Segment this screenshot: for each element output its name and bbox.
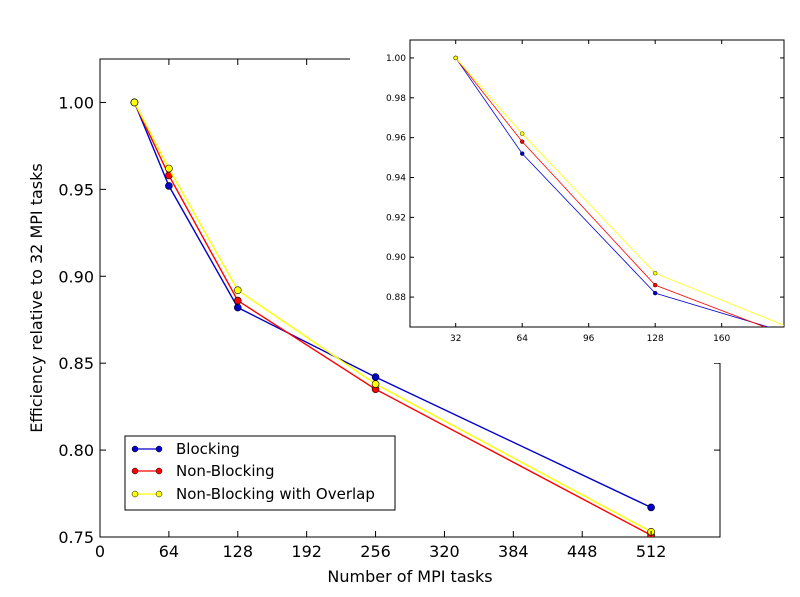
main-x-tick-label: 448 <box>567 542 598 561</box>
main-point-non-blocking-with-overlap <box>165 164 173 173</box>
main-y-tick-label: 0.95 <box>58 180 94 199</box>
legend-marker-non-blocking <box>155 467 163 475</box>
main-x-tick-label: 128 <box>223 542 254 561</box>
inset-y-tick-label: 1.00 <box>386 54 406 64</box>
main-point-blocking <box>371 373 380 381</box>
inset-line-non-blocking-with-overlap <box>455 57 784 326</box>
main-x-axis-label: Number of MPI tasks <box>327 567 492 586</box>
main-y-tick-label: 0.90 <box>58 267 94 286</box>
inset-y-ticks: 0.88 0.90 0.92 0.94 0.96 0.98 1.00 <box>386 54 784 303</box>
main-y-axis-label: Efficiency relative to 32 MPI tasks <box>27 163 46 432</box>
inset-y-tick-label: 0.92 <box>386 213 406 223</box>
inset-y-tick-label: 0.96 <box>386 134 406 144</box>
inset-line-non-blocking <box>455 57 766 327</box>
legend-entry-non-blocking: Non-Blocking <box>131 462 275 480</box>
legend: Blocking Non-Blocking Non-Blocking with … <box>124 435 396 511</box>
legend-label-non-blocking: Non-Blocking <box>176 462 275 480</box>
inset-chart: 32 64 96 128 160 0.88 0.90 0.92 0.94 0.96 0.98 1.0… <box>350 20 800 363</box>
main-point-blocking <box>165 182 173 190</box>
main-point-non-blocking-with-overlap <box>371 380 380 388</box>
main-point-blocking <box>647 503 655 512</box>
main-y-tick-label: 1.00 <box>58 93 94 112</box>
legend-marker-overlap <box>131 490 139 498</box>
inset-point-blocking <box>520 151 525 156</box>
inset-y-tick-label: 0.94 <box>386 174 406 184</box>
main-x-tick-label: 320 <box>429 542 460 561</box>
inset-series-group <box>453 55 784 327</box>
main-point-non-blocking <box>233 296 242 305</box>
legend-marker-overlap <box>155 490 163 498</box>
inset-y-tick-label: 0.98 <box>386 94 406 104</box>
main-x-tick-label: 0 <box>95 542 105 561</box>
inset-y-tick-label: 0.88 <box>386 293 406 303</box>
inset-x-tick-label: 32 <box>450 334 461 344</box>
main-x-tick-label: 512 <box>636 542 667 561</box>
inset-point-non-blocking <box>520 139 525 144</box>
inset-x-ticks: 32 64 96 128 160 <box>450 40 731 344</box>
main-series-group <box>130 98 655 537</box>
main-point-blocking <box>233 303 242 312</box>
inset-x-tick-label: 160 <box>713 334 730 344</box>
main-x-tick-label: 64 <box>159 542 179 561</box>
main-x-tick-label: 384 <box>498 542 529 561</box>
inset-y-tick-label: 0.90 <box>386 253 406 263</box>
main-y-tick-label: 0.85 <box>58 354 94 373</box>
main-y-tick-label: 0.80 <box>58 441 94 460</box>
main-point-non-blocking-with-overlap <box>130 98 139 107</box>
inset-line-blocking <box>455 57 770 327</box>
legend-marker-blocking <box>155 445 163 453</box>
inset-x-tick-label: 96 <box>583 334 595 344</box>
legend-box <box>124 435 396 511</box>
legend-entry-blocking: Blocking <box>131 440 240 458</box>
inset-point-non-blocking-with-overlap <box>652 270 658 276</box>
main-point-non-blocking-with-overlap <box>233 286 242 294</box>
inset-point-non-blocking-with-overlap <box>453 55 458 61</box>
inset-plot-area <box>409 39 785 328</box>
inset-x-tick-label: 64 <box>516 334 528 344</box>
inset-point-non-blocking <box>652 282 658 288</box>
legend-marker-non-blocking <box>131 467 139 475</box>
legend-label-blocking: Blocking <box>176 440 240 458</box>
main-y-ticks: 0.75 0.80 0.85 0.90 0.95 1.00 <box>58 93 720 547</box>
main-x-tick-label: 192 <box>291 542 322 561</box>
legend-entry-overlap: Non-Blocking with Overlap <box>131 485 375 503</box>
main-x-ticks: 0 64 128 192 256 320 384 448 512 <box>95 59 666 561</box>
inset-x-tick-label: 128 <box>647 334 664 344</box>
legend-label-overlap: Non-Blocking with Overlap <box>176 485 375 503</box>
main-y-tick-label: 0.75 <box>58 528 94 547</box>
inset-point-non-blocking-with-overlap <box>520 131 525 136</box>
inset-point-blocking <box>652 290 658 296</box>
legend-marker-blocking <box>131 445 139 453</box>
main-x-tick-label: 256 <box>360 542 391 561</box>
